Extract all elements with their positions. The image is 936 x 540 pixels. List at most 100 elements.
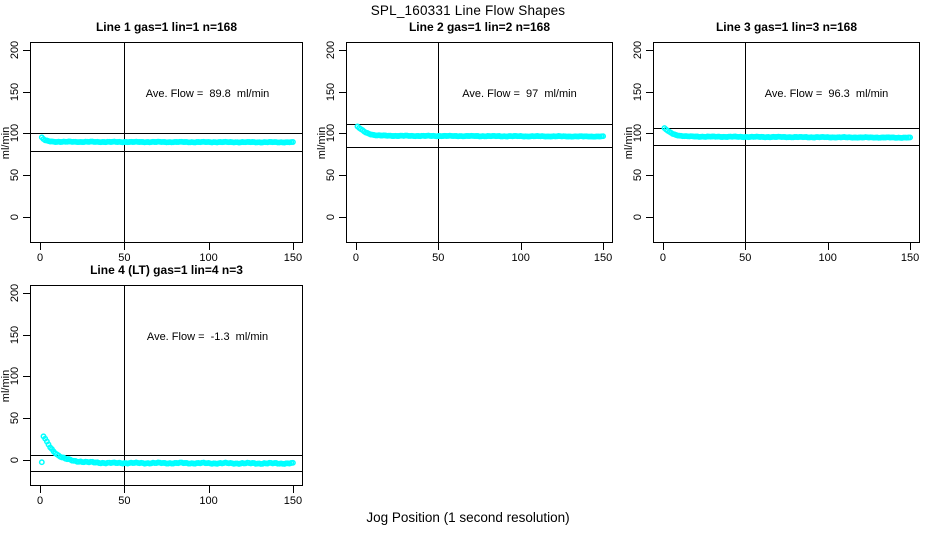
y-axis-tick-label: 150: [632, 82, 644, 101]
y-axis-tick: [339, 216, 346, 218]
reference-hline: [30, 471, 303, 473]
x-axis-tick: [910, 243, 912, 250]
y-axis-tick-label: 150: [325, 82, 337, 101]
y-axis-label: ml/min: [316, 126, 328, 159]
y-axis-tick-label: 200: [9, 283, 21, 303]
x-axis-tick: [292, 243, 294, 250]
x-axis-tick: [520, 243, 522, 250]
panel-title: Line 3 gas=1 lin=3 n=168: [715, 20, 858, 34]
avg-flow-annotation: Ave. Flow = 96.3 ml/min: [764, 87, 889, 100]
y-axis-label: ml/min: [0, 126, 12, 159]
panel-title: Line 1 gas=1 lin=1 n=168: [95, 20, 238, 34]
reference-hline: [653, 127, 920, 129]
y-axis-tick-label: 50: [9, 411, 21, 425]
reference-hline: [346, 146, 613, 148]
x-axis-tick: [745, 243, 747, 250]
x-axis-tick: [292, 486, 294, 493]
x-axis-tick-label: 50: [739, 252, 752, 264]
y-axis-tick: [23, 293, 30, 294]
y-axis-tick-label: 50: [9, 168, 21, 182]
y-axis-tick: [23, 334, 30, 336]
x-axis-tick: [124, 486, 126, 493]
y-axis-tick-label: 50: [325, 168, 337, 182]
reference-vline: [124, 285, 126, 486]
plot-box: [30, 42, 303, 243]
reference-vline: [438, 42, 440, 243]
plot-box: [346, 42, 613, 243]
avg-flow-annotation: Ave. Flow = 97 ml/min: [462, 87, 577, 100]
x-axis-tick-label: 150: [283, 252, 303, 264]
x-axis-tick-label: 100: [818, 252, 837, 264]
x-axis-tick: [208, 243, 210, 250]
plot-box: [30, 285, 303, 486]
y-axis-tick: [339, 91, 346, 93]
y-axis-tick: [23, 216, 30, 218]
y-axis-tick-label: 150: [9, 82, 21, 101]
y-axis-tick-label: 150: [9, 325, 21, 344]
y-axis-tick-label: 200: [325, 40, 337, 60]
flow-data-series: [354, 123, 607, 140]
y-axis-tick-label: 0: [9, 213, 21, 220]
y-axis-tick-label: 200: [9, 40, 21, 60]
flow-data-series: [38, 433, 296, 467]
y-axis-tick: [23, 459, 30, 461]
flow-data-point: [600, 133, 607, 140]
panel-title: Line 2 gas=1 lin=2 n=168: [408, 20, 551, 34]
x-axis-tick: [355, 243, 357, 250]
reference-hline: [653, 145, 920, 146]
x-axis-tick-label: 150: [593, 252, 613, 264]
y-axis-tick-label: 0: [632, 213, 644, 220]
reference-vline: [745, 42, 747, 243]
y-axis-tick: [23, 50, 30, 51]
x-axis-tick: [438, 243, 440, 250]
y-axis-tick-label: 50: [632, 168, 644, 182]
x-axis-tick-label: 50: [118, 252, 131, 264]
flow-data-point: [289, 139, 296, 145]
figure-title: SPL_160331 Line Flow Shapes: [370, 3, 566, 18]
plot-box: [653, 42, 920, 243]
y-axis-tick: [646, 175, 653, 176]
reference-hline: [30, 150, 303, 152]
reference-hline: [346, 124, 613, 126]
y-axis-label: ml/min: [0, 369, 12, 402]
y-axis-tick: [339, 133, 346, 135]
y-axis-tick: [23, 133, 30, 135]
panel-title: Line 4 (LT) gas=1 lin=4 n=3: [90, 263, 243, 277]
x-axis-tick-label: 0: [352, 252, 359, 264]
flow-data-point: [289, 459, 296, 466]
y-axis-tick: [23, 418, 30, 419]
y-axis-tick: [646, 91, 653, 93]
y-axis-tick: [23, 376, 30, 378]
flow-data-point: [38, 459, 45, 466]
x-axis-tick-label: 50: [118, 495, 131, 507]
y-axis-tick: [646, 216, 653, 218]
x-axis-tick: [827, 243, 829, 250]
y-axis-tick: [646, 133, 653, 135]
avg-flow-annotation: Ave. Flow = 89.8 ml/min: [145, 87, 270, 100]
reference-hline: [30, 454, 303, 456]
y-axis-tick-label: 0: [325, 213, 337, 220]
y-axis-tick: [646, 50, 653, 51]
y-axis-tick: [23, 91, 30, 93]
x-axis-tick: [40, 243, 42, 250]
x-axis-tick: [603, 243, 605, 250]
x-axis-tick-label: 100: [199, 252, 218, 264]
avg-flow-annotation: Ave. Flow = -1.3 ml/min: [146, 330, 269, 343]
y-axis-tick: [23, 175, 30, 176]
reference-hline: [30, 133, 303, 135]
x-axis-tick: [124, 243, 126, 250]
x-axis-tick-label: 0: [659, 252, 666, 264]
x-axis-title: Jog Position (1 second resolution): [366, 510, 570, 525]
x-axis-tick: [208, 486, 210, 493]
x-axis-tick-label: 50: [432, 252, 445, 264]
x-axis-tick-label: 150: [900, 252, 920, 264]
y-axis-tick-label: 200: [632, 40, 644, 60]
y-axis-tick: [339, 175, 346, 176]
x-axis-tick: [662, 243, 664, 250]
flow-data-point: [907, 134, 914, 141]
x-axis-tick-label: 0: [37, 252, 44, 264]
x-axis-tick-label: 150: [283, 495, 303, 507]
x-axis-tick: [40, 486, 42, 493]
flow-data-series: [38, 134, 296, 146]
